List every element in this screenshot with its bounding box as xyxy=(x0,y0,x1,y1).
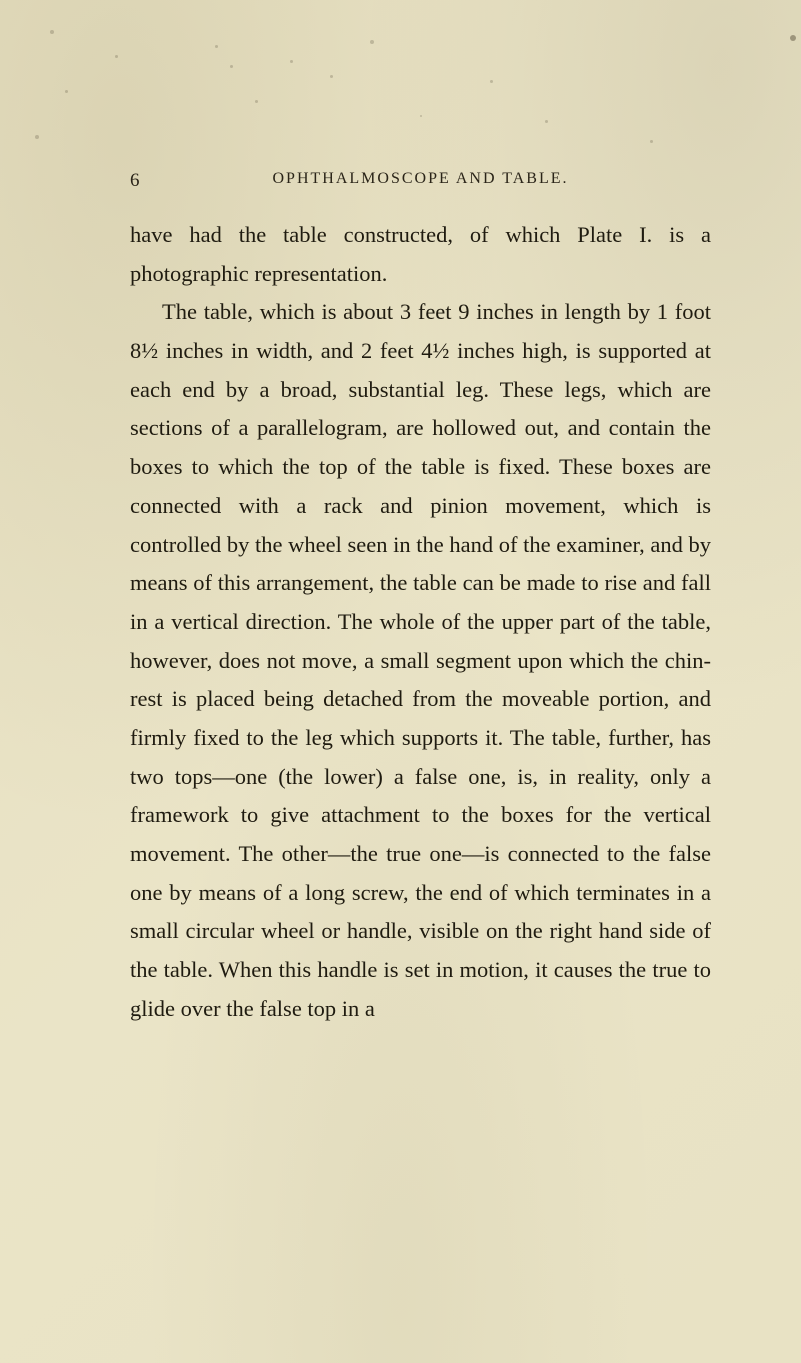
paragraph-2: The table, which is about 3 feet 9 inche… xyxy=(130,293,711,1028)
page-number: 6 xyxy=(130,170,140,192)
body-text: have had the table constructed, of which… xyxy=(130,216,711,1028)
page-header: 6 OPHTHALMOSCOPE AND TABLE. xyxy=(130,170,711,188)
document-page: 6 OPHTHALMOSCOPE AND TABLE. have had the… xyxy=(0,0,801,1363)
paragraph-1: have had the table constructed, of which… xyxy=(130,216,711,293)
header-title: OPHTHALMOSCOPE AND TABLE. xyxy=(273,170,569,187)
